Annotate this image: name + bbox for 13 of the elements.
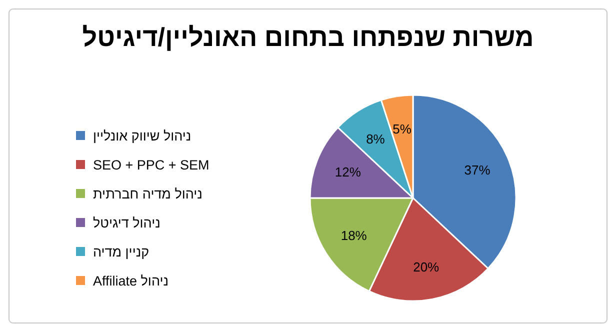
legend-label: ניהול שיווק אונליין: [93, 128, 192, 144]
chart-title: משרות שנפתחו בתחום האונליין/דיגיטל: [82, 22, 534, 52]
data-label: 37%: [464, 162, 491, 178]
legend-label: ניהול מדיה חברתית: [93, 186, 202, 202]
data-label: 18%: [340, 228, 368, 244]
legend-label: ניהול דיגיטל: [93, 216, 160, 230]
data-label: 20%: [413, 259, 440, 274]
legend-label: ניהול Affiliate: [93, 274, 168, 288]
data-label: 8%: [366, 131, 386, 146]
legend-label: SEO + PPC + SEM: [93, 158, 210, 172]
data-label: 12%: [334, 164, 362, 180]
data-label: 5%: [392, 121, 412, 136]
legend-label: קניין מדיה: [93, 244, 150, 260]
